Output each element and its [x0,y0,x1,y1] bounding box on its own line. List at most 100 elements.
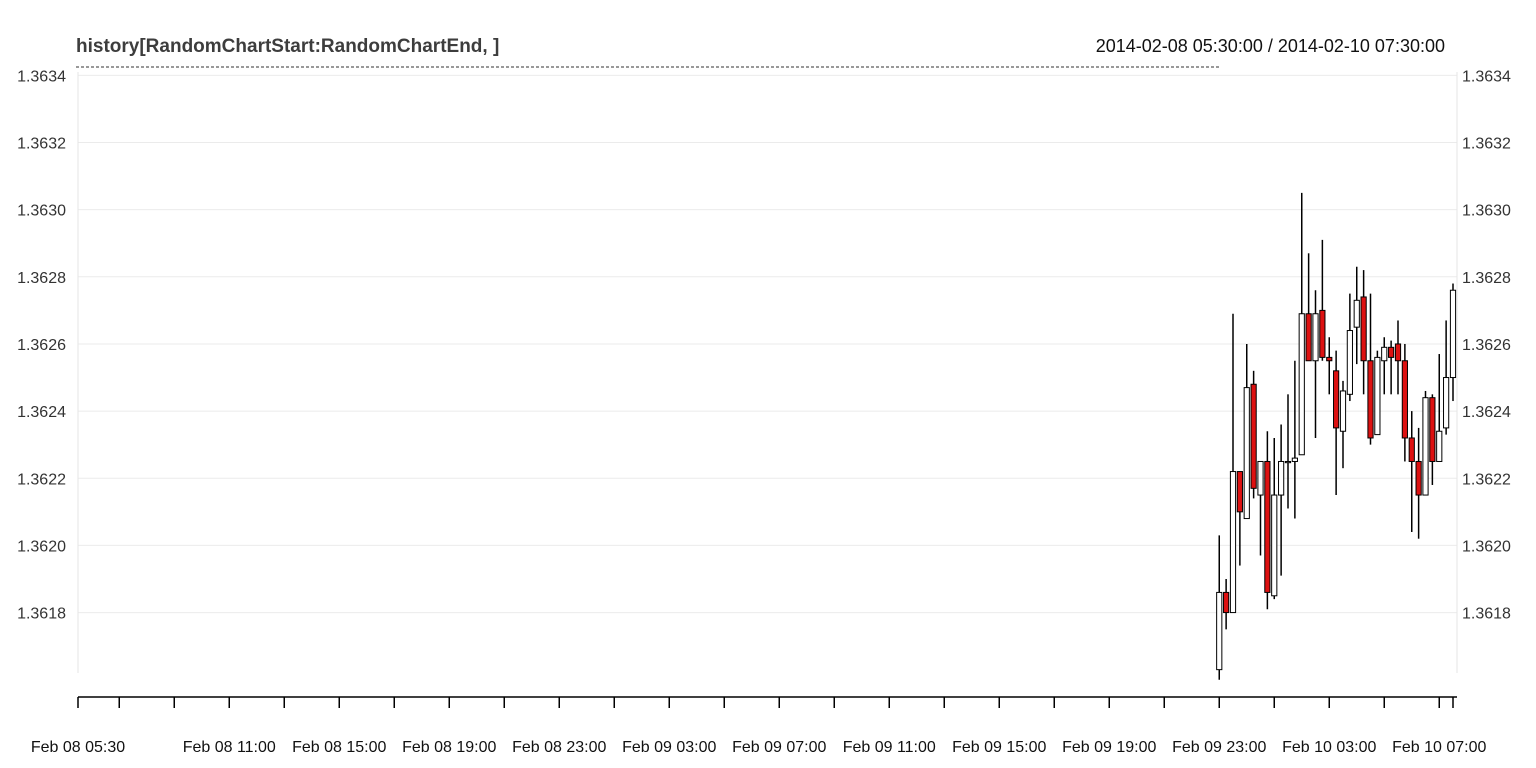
candle [1326,337,1333,395]
candle-body-up [1436,430,1443,462]
candle-body-up [1312,313,1319,362]
candle [1333,350,1340,496]
x-tick-label: Feb 09 07:00 [732,739,826,756]
candles [1216,192,1457,680]
y-tick-label-left: 1.3618 [17,606,66,623]
candle-body-down [1305,313,1312,362]
candle-body-down [1415,460,1422,496]
y-tick-label-left: 1.3632 [17,136,66,153]
candle-body-down [1429,397,1436,462]
x-tick-label: Feb 08 15:00 [292,739,386,756]
candle [1284,394,1292,509]
candle [1236,471,1243,566]
candle-body-down [1394,343,1402,362]
candle [1298,192,1305,456]
candle [1388,340,1395,395]
x-tick-label: Feb 09 23:00 [1172,739,1266,756]
candle [1216,535,1223,680]
candle [1429,394,1436,485]
candle-body-up [1381,346,1388,362]
candle-body-up [1229,471,1237,614]
y-tick-label-left: 1.3634 [17,68,66,85]
candle [1422,390,1429,496]
candle-body-up [1257,460,1264,496]
y-tick-label-right: 1.3634 [1462,68,1511,85]
y-tick-label-left: 1.3630 [17,203,66,220]
candle-body-up [1216,591,1223,671]
x-tick-label: Feb 08 23:00 [512,739,606,756]
x-tick-label: Feb 08 19:00 [402,739,496,756]
candle [1408,411,1415,532]
candle-body-up [1449,289,1457,379]
y-tick-label-left: 1.3622 [17,471,66,488]
candle-body-down [1388,346,1395,358]
candle [1278,424,1285,576]
chart-title: history[RandomChartStart:RandomChartEnd,… [76,36,499,57]
candle [1353,266,1360,365]
x-tick-label: Feb 09 15:00 [952,739,1046,756]
candle-body-down [1408,437,1415,462]
y-tick-label-left: 1.3626 [17,337,66,354]
candle [1367,293,1374,445]
y-tick-label-right: 1.3626 [1462,337,1511,354]
y-tick-label-left: 1.3620 [17,538,66,555]
candle [1415,427,1422,539]
candle-body-up [1278,460,1285,496]
candle-body-up [1284,460,1292,464]
candle-body-up [1422,397,1429,496]
candle [1436,354,1443,462]
candle-body-up [1339,390,1347,432]
x-tick-label: Feb 08 05:30 [31,739,125,756]
candle [1360,270,1367,395]
y-tick-label-right: 1.3620 [1462,538,1511,555]
candle [1394,320,1402,395]
candle [1250,370,1257,499]
candle-body-up [1374,356,1381,436]
y-tick-label-right: 1.3630 [1462,203,1511,220]
candle-body-down [1236,471,1243,513]
y-tick-label-right: 1.3618 [1462,606,1511,623]
candle-body-up [1271,494,1278,597]
candle [1401,343,1408,462]
x-tick-label: Feb 09 11:00 [843,739,936,756]
candle [1443,320,1450,435]
candle [1229,313,1237,614]
candle [1305,253,1312,362]
y-tick-label-right: 1.3622 [1462,471,1511,488]
candle-body-down [1223,591,1230,614]
candle [1312,290,1319,438]
y-tick-label-right: 1.3624 [1462,404,1511,421]
candle-body-down [1326,356,1333,362]
candle-body-down [1333,370,1340,429]
candle [1223,578,1230,630]
y-axis-ticks: 1.3618 1.3618 1.3620 1.3620 1.3622 1.3622 1.36… [17,68,1511,622]
candle [1449,283,1457,402]
candle-body-up [1443,377,1450,429]
candle-body-down [1319,309,1326,358]
candle [1271,437,1278,600]
candle [1291,360,1298,519]
candle [1339,380,1347,469]
candle-body-up [1243,387,1250,520]
candle [1243,343,1250,520]
y-tick-label-right: 1.3632 [1462,136,1511,153]
candle [1346,293,1353,402]
candle-body-up [1298,313,1305,456]
candle [1264,431,1271,610]
candle-body-down [1250,383,1257,489]
y-tick-label-left: 1.3628 [17,270,66,287]
y-tick-label-right: 1.3628 [1462,270,1511,287]
y-tick-label-left: 1.3624 [17,404,66,421]
candle-body-up [1346,330,1353,395]
candle [1319,239,1326,361]
x-tick-label: Feb 10 03:00 [1282,739,1376,756]
x-tick-label: Feb 08 11:00 [183,739,276,756]
candle [1381,337,1388,395]
candle [1374,350,1381,436]
candle-body-down [1367,360,1374,439]
x-axis-ticks: Feb 08 05:30 Feb 08 11:00 Feb 08 15:00 Feb … [31,697,1487,756]
candle [1257,460,1264,556]
candle-body-up [1291,457,1298,462]
x-tick-label: Feb 10 07:00 [1392,739,1486,756]
